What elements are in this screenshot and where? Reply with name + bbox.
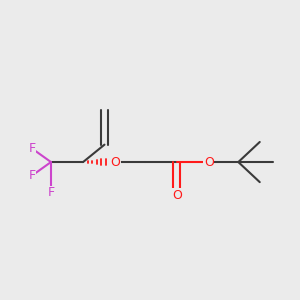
Text: F: F — [29, 142, 36, 155]
Text: F: F — [29, 169, 36, 182]
Text: O: O — [204, 155, 214, 169]
Text: O: O — [110, 155, 120, 169]
Text: F: F — [47, 186, 55, 199]
Text: O: O — [172, 189, 182, 202]
